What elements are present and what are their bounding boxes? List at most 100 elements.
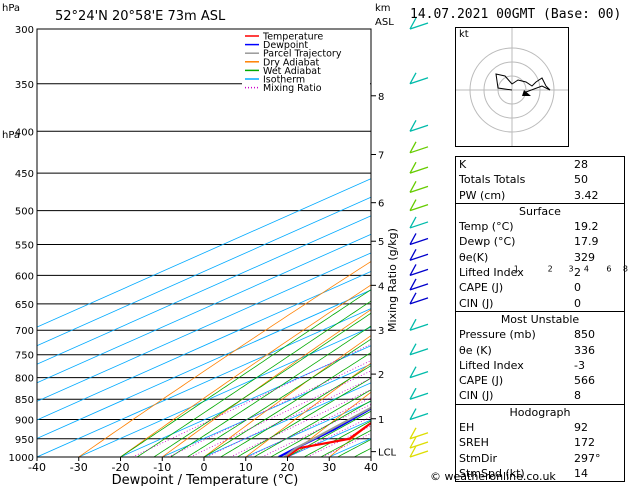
most-unstable-value: -3: [574, 358, 585, 372]
temperature-tick-label: 10: [239, 461, 253, 474]
hodograph-label: EH: [459, 421, 475, 435]
hodograph-label: StmSpd (kt): [459, 466, 525, 480]
wind-barb-flag: [409, 436, 417, 449]
most-unstable-value: 336: [574, 343, 595, 357]
copyright-label: © weatheronline.co.uk: [430, 470, 556, 483]
hodograph-value: 92: [574, 421, 588, 435]
isotherm-line: [37, 308, 371, 457]
wet-adiabat-line: [170, 325, 371, 457]
legend-entry: Dewpoint: [263, 40, 308, 51]
wind-barb: [409, 348, 429, 356]
wind-barb-flag: [409, 278, 417, 291]
most-unstable-label: CAPE (J): [459, 374, 504, 388]
wind-barb: [409, 237, 429, 246]
most-unstable-label: CIN (J): [459, 389, 494, 403]
pressure-tick-label: 500: [15, 207, 34, 218]
y-unit-label: hPa: [2, 3, 20, 14]
wet-adiabat-line: [203, 352, 371, 457]
indices-table: K 28 Totals Totals 50 PW (cm) 3.42: [455, 156, 625, 204]
legend-entry: Wet Adiabat: [263, 66, 321, 77]
axis-labels: 1234681015202530035040045050055060065070…: [9, 25, 628, 474]
wet-adiabat-line: [270, 400, 371, 457]
km-tick-label: 6: [378, 199, 384, 210]
surface-table: Surface Temp (°C) 19.2 Dewp (°C) 17.9 θe(K) 3…: [455, 203, 625, 312]
km-tick-label: 2: [378, 370, 384, 381]
km-tick-label: LCL: [378, 448, 397, 459]
legend-background: [242, 30, 370, 92]
pressure-tick-label: 1000: [9, 453, 34, 464]
wind-barb-flag: [409, 408, 417, 420]
km-tick-label: 7: [378, 150, 384, 161]
hodograph-row: StmSpd (kt) 14: [456, 466, 624, 481]
wind-barb-flag: [409, 264, 417, 276]
wind-barb-flag: [409, 318, 417, 331]
wind-barb-flag: [409, 233, 417, 245]
surface-value: 0: [574, 281, 581, 295]
mixing-ratio-line: [307, 425, 371, 457]
hodograph-value: 172: [574, 436, 595, 450]
wind-barb: [409, 412, 429, 421]
legend-entry: Mixing Ratio: [263, 83, 322, 94]
timestamp: 14.07.2021 00GMT (Base: 00): [410, 7, 622, 22]
wind-barb: [409, 268, 429, 277]
mixing-ratio-label: 6: [606, 264, 611, 273]
surface-row: Lifted Index 2: [456, 265, 624, 280]
wind-barb-flag: [409, 181, 417, 193]
wet-adiabat-line: [120, 289, 371, 457]
mixing-ratio-label: 2: [548, 264, 553, 273]
wind-barb: [409, 146, 429, 154]
wind-barb: [409, 203, 429, 212]
temperature-tick-label: -10: [153, 461, 171, 474]
most-unstable-row: θe (K) 336: [456, 343, 624, 358]
wet-adiabat-line: [187, 338, 371, 457]
isotherm-line: [37, 196, 371, 347]
wet-adiabat-line: [237, 377, 371, 457]
index-value: 50: [574, 173, 588, 187]
surface-label: CIN (J): [459, 296, 494, 310]
pressure-tick-label: 900: [15, 416, 34, 427]
surface-label: Lifted Index: [459, 266, 524, 280]
surface-value: 2: [574, 266, 581, 280]
temperature-tick-label: 40: [364, 461, 378, 474]
wind-barbs: [409, 17, 429, 458]
wind-barb-flag: [409, 199, 417, 211]
pressure-tick-label: 300: [15, 25, 34, 36]
index-label: PW (cm): [459, 188, 506, 202]
km-tick-label: 5: [378, 237, 384, 248]
wind-barb: [409, 297, 429, 305]
series-parcel-trajectory: [283, 406, 371, 457]
hodograph-plot: kt: [455, 27, 569, 147]
wet-adiabat-line: [287, 410, 371, 457]
dry-adiabat-line: [287, 391, 371, 457]
index-row: Totals Totals 50: [456, 172, 624, 187]
wind-barb-flag: [409, 72, 417, 85]
km-tick-label: 8: [378, 92, 384, 103]
hodograph-value: 297°: [574, 451, 601, 465]
km-tick-label: 3: [378, 326, 384, 337]
surface-title: Surface: [519, 204, 561, 218]
most-unstable-row: Pressure (mb) 850: [456, 327, 624, 342]
indices-panel: K 28 Totals Totals 50 PW (cm) 3.42 Surface Te…: [455, 156, 625, 483]
mixing-ratio-line: [230, 389, 371, 457]
isotherm-line: [78, 326, 371, 457]
most-unstable-value: 8: [574, 389, 581, 403]
isotherm-line: [162, 363, 371, 457]
wind-barb-flag: [409, 445, 417, 458]
index-value: 28: [574, 158, 588, 171]
dry-adiabat-line: [245, 362, 371, 457]
wind-barb: [409, 441, 429, 449]
wind-barb: [409, 22, 429, 30]
temperature-tick-label: 0: [201, 461, 208, 474]
pressure-tick-label: 350: [15, 80, 34, 91]
series-dewpoint: [278, 407, 371, 457]
hodograph-label: StmDir: [459, 451, 498, 465]
dry-adiabat-line: [203, 335, 371, 457]
surface-label: θe(K): [459, 250, 489, 264]
mixing-ratio-label: 4: [584, 264, 589, 273]
pressure-tick-label: 400: [15, 127, 34, 138]
hodograph-row: StmDir 297°: [456, 451, 624, 466]
most-unstable-table: Most Unstable Pressure (mb) 850 θe (K) 336 L…: [455, 311, 625, 405]
km-label: km: [375, 3, 391, 14]
km-tick-label: 1: [378, 415, 384, 426]
